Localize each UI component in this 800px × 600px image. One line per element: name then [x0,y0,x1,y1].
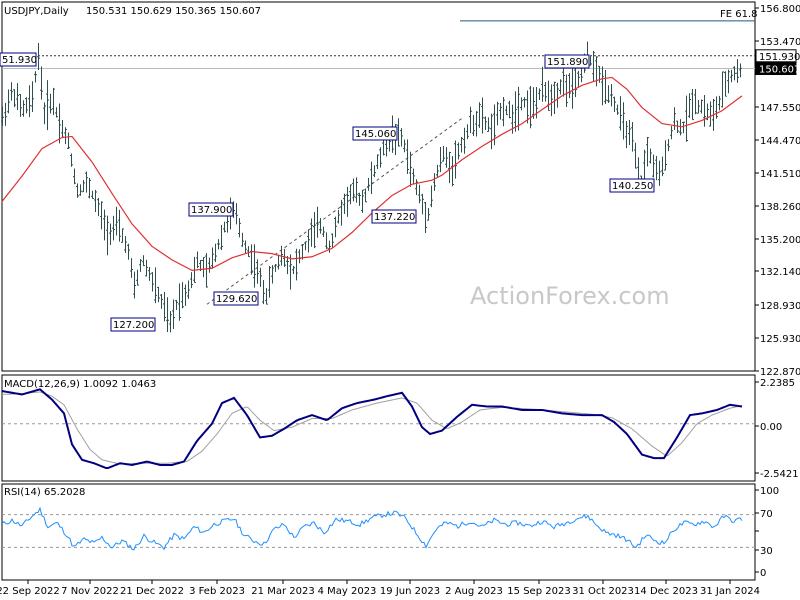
price-tag-label: 150.607 [759,65,800,76]
annotation-label: 137.900 [191,205,232,216]
rsi-y-tick-label: 30 [760,546,773,557]
rsi-title: RSI(14) 65.2028 [4,487,85,498]
annotation-label: 127.200 [113,320,154,331]
macd-signal-line [1,391,743,465]
rsi-panel-frame [1,483,756,581]
x-tick-label: 22 Sep 2022 [0,586,60,597]
rsi-y-tick-label: 100 [760,486,779,497]
rsi-y-tick-label: 70 [760,509,773,520]
fib-label: FE 61.8 [720,9,758,20]
annotation-label: 151.890 [547,57,588,68]
macd-layer [1,388,755,470]
annotation-label: 145.060 [355,129,396,140]
x-tick-label: 14 Dec 2023 [634,586,698,597]
axis-layer: 156.800 153.470 147.550 144.470 141.510 138.2… [0,4,800,597]
annotation-label: 140.250 [612,181,653,192]
chart-ohlc-readout: 150.531 150.629 150.365 150.607 [86,6,261,17]
annotation-box [544,54,590,69]
macd-y-tick-label: 0.00 [760,422,782,433]
trend-line [206,117,463,305]
price-y-tick-label: 153.470 [760,37,800,48]
macd-title: MACD(12,26,9) 1.0092 1.0463 [4,379,156,390]
macd-panel-frame [1,374,756,482]
x-tick-label: 21 Dec 2022 [120,586,184,597]
annotation-box [213,291,259,306]
x-tick-label: 19 Jun 2023 [380,586,440,597]
annotation-box [188,202,234,217]
watermark: ActionForex.com [470,282,670,310]
annotation-box [0,52,37,67]
annotation-label: 129.620 [216,294,257,305]
chart-symbol-label: USDJPY,Daily [4,6,69,17]
x-tick-label: 15 Sep 2023 [507,586,570,597]
annotation-label: 51.930 [2,55,37,66]
rsi-line [1,506,743,551]
annotation-label: 137.220 [374,212,415,223]
macd-line [1,388,743,470]
macd-y-tick-label: -2.5421 [760,469,799,480]
price-y-tick-label: 135.200 [760,235,800,246]
price-y-tick-label: 156.800 [760,4,800,15]
rsi-y-tick-label: 0 [760,568,766,579]
annotation-box [609,178,655,193]
price-y-tick-label: 122.870 [760,367,800,378]
price-y-tick-label: 147.550 [760,103,800,114]
price-y-tick-label: 125.930 [760,334,800,345]
price-panel-frame [1,1,756,372]
annotation-box [371,209,417,224]
rsi-layer [1,506,755,551]
price-layer: FE 61.8 51.930 137.900 127.200 129.620 145.06… [0,9,800,333]
price-y-tick-label: 141.510 [760,169,800,180]
price-tag-label: 151.930 [759,52,800,63]
price-y-tick-label: 144.470 [760,136,800,147]
x-tick-label: 2 Aug 2023 [445,586,503,597]
price-y-tick-label: 128.930 [760,301,800,312]
x-tick-label: 3 Feb 2023 [189,586,245,597]
x-tick-label: 21 Mar 2023 [251,586,314,597]
x-tick-label: 4 May 2023 [318,586,377,597]
moving-average-line [1,76,743,271]
macd-y-tick-label: 2.2385 [760,378,795,389]
x-tick-label: 31 Jan 2024 [700,586,760,597]
price-tag-box [755,62,797,76]
x-tick-label: 31 Oct 2023 [572,586,634,597]
annotation-box [110,317,156,332]
x-tick-label: 7 Nov 2022 [61,586,119,597]
price-y-tick-label: 138.260 [760,202,800,213]
price-tag-box [755,49,797,63]
annotation-box [352,126,398,141]
price-y-tick-label: 132.140 [760,267,800,278]
